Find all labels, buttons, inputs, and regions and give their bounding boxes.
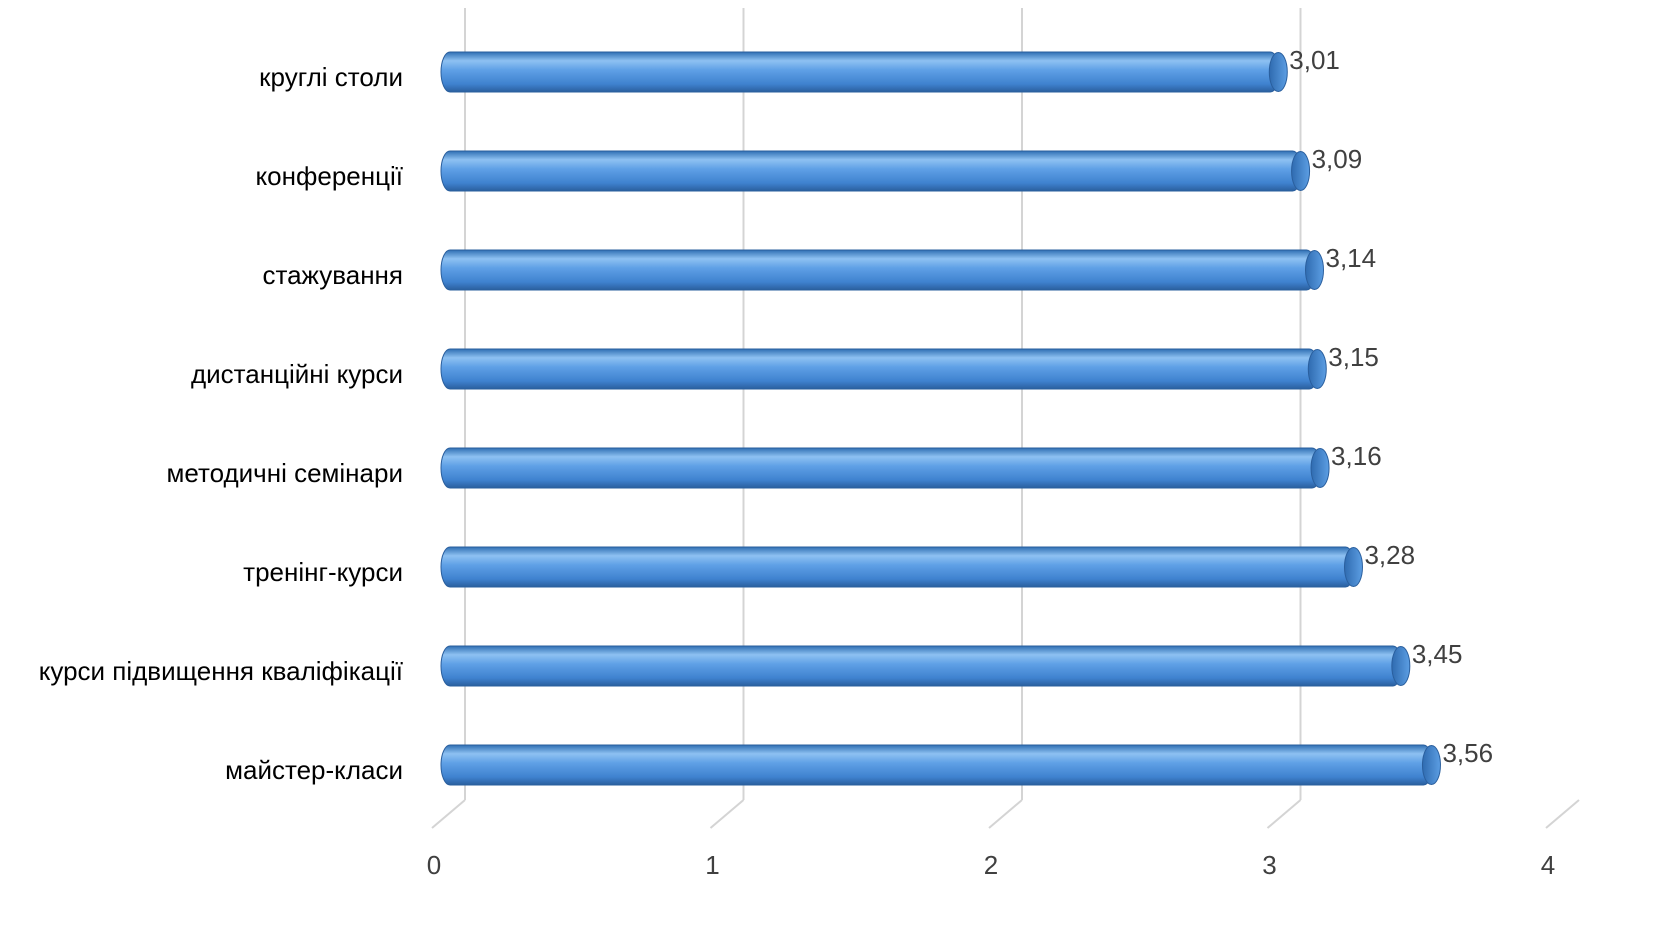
- bar-end-cap: [1291, 151, 1311, 191]
- bar: [440, 150, 1303, 192]
- value-label: 3,45: [1412, 639, 1463, 669]
- floor-gridline: [709, 799, 745, 829]
- bar-end-cap: [1310, 448, 1330, 488]
- category-label: майстер-класи: [225, 755, 403, 785]
- category-label: курси підвищення кваліфікації: [39, 656, 403, 686]
- x-tick-label: 1: [705, 850, 719, 880]
- floor-gridline: [431, 799, 466, 829]
- labels-layer: 0 1 2 3 4 круглі столи 3,01 конференції 3,09 стаж…: [39, 45, 1556, 880]
- category-label: круглі столи: [259, 62, 403, 92]
- bar: [440, 51, 1280, 93]
- value-label: 3,28: [1364, 540, 1415, 570]
- category-label: конференції: [255, 161, 403, 191]
- x-tick-label: 4: [1541, 850, 1555, 880]
- category-label: тренінг-курси: [243, 557, 403, 587]
- floor-gridline: [988, 799, 1023, 829]
- value-label: 3,16: [1331, 441, 1382, 471]
- bar-end-cap: [1343, 547, 1363, 587]
- category-label: дистанційні курси: [191, 359, 403, 389]
- bar: [440, 249, 1316, 291]
- x-tick-label: 0: [427, 850, 441, 880]
- value-label: 3,14: [1325, 243, 1376, 273]
- bar-end-cap: [1304, 250, 1324, 290]
- value-label: 3,15: [1328, 342, 1379, 372]
- category-label: стажування: [262, 260, 403, 290]
- bar-end-cap: [1268, 52, 1288, 92]
- floor-gridline: [1545, 799, 1580, 829]
- grid-layer: [431, 8, 1580, 829]
- floor-gridline: [1266, 799, 1302, 829]
- x-tick-label: 2: [984, 850, 998, 880]
- value-label: 3,01: [1289, 45, 1340, 75]
- bar: [440, 546, 1355, 588]
- value-label: 3,56: [1442, 738, 1493, 768]
- category-label: методичні семінари: [167, 458, 404, 488]
- bar: [440, 348, 1319, 390]
- value-label: 3,09: [1312, 144, 1363, 174]
- bar-end-cap: [1421, 745, 1441, 785]
- x-tick-label: 3: [1262, 850, 1276, 880]
- bar: [440, 744, 1433, 786]
- bar: [440, 447, 1322, 489]
- bar-end-cap: [1391, 646, 1411, 686]
- bars-layer: [440, 51, 1441, 786]
- bar-end-cap: [1307, 349, 1327, 389]
- bar: [440, 645, 1403, 687]
